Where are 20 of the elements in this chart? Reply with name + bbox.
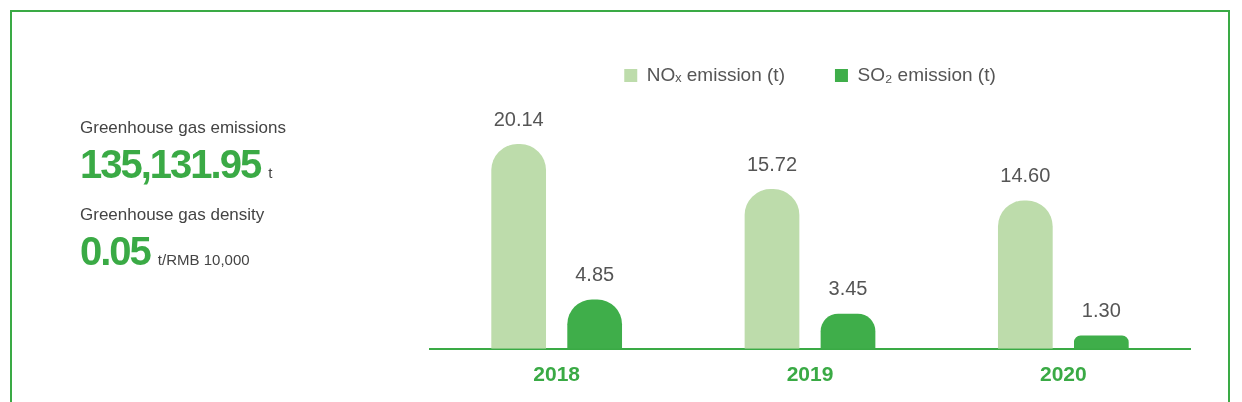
text: 135,131.95 (80, 142, 261, 187)
data-label: 15.72 (746, 152, 798, 175)
bar (997, 200, 1053, 349)
data-label: 4.85 (575, 263, 615, 286)
text: 0.05 (80, 229, 150, 274)
data-label: 14.60 (1000, 163, 1051, 186)
bar (744, 189, 800, 349)
text: t (268, 164, 273, 181)
x-tick-label: 2018 (533, 362, 581, 386)
legend-label: NOₓ emission (t) (646, 63, 785, 85)
data-label: 1.30 (1081, 299, 1121, 322)
text: Greenhouse gas density (80, 205, 266, 225)
bar (491, 144, 547, 349)
legend-label: SO₂ emission (t) (857, 63, 996, 85)
text: t/RMB 10,000 (157, 251, 250, 268)
data-label: 20.14 (493, 107, 544, 130)
x-tick-label: 2019 (786, 362, 834, 386)
x-tick-label: 2020 (1039, 362, 1087, 386)
data-label: 3.45 (828, 277, 868, 300)
text: Greenhouse gas emissions (80, 118, 287, 138)
